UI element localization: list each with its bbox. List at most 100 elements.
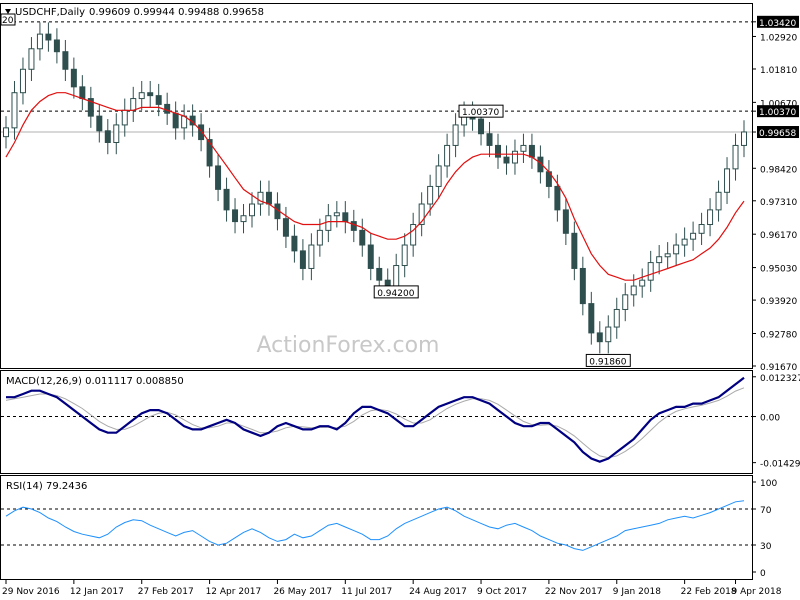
x-tick-label: 24 Aug 2017 (409, 587, 467, 597)
ohlc-label: 0.99609 0.99944 0.99488 0.99658 (89, 7, 264, 18)
candle-body (681, 238, 688, 246)
candle-body (164, 103, 171, 114)
moving-average-line (5, 92, 745, 281)
candle-body (53, 39, 60, 53)
macd-panel: 0.012327 0.00 -0.014298 (1, 374, 800, 470)
candle-body (486, 133, 493, 146)
candle-body (206, 139, 213, 167)
candle-body (232, 209, 239, 223)
candle-body (104, 130, 111, 144)
x-tick-label: 22 Feb 2018 (681, 587, 737, 597)
candle-body (613, 308, 620, 328)
candle-body (333, 212, 340, 217)
candle-body (62, 51, 69, 70)
level-tag (757, 15, 799, 28)
candle-body (79, 86, 86, 100)
candle-body (325, 215, 332, 231)
candle-body (732, 144, 739, 170)
candle-body (656, 256, 663, 264)
candle-body (427, 185, 434, 205)
macd-tick-label: 0.012327 (760, 374, 800, 384)
candle-body (579, 267, 586, 305)
candle-body (96, 115, 103, 132)
rsi-title: RSI(14) 79.2436 (6, 481, 87, 492)
candle-body (87, 98, 94, 117)
candle-body (478, 118, 485, 135)
candle-body (698, 224, 705, 234)
rsi-tick-label: 100 (760, 479, 777, 489)
candle-body (630, 285, 637, 296)
candle-body (45, 33, 52, 41)
macd-title: MACD(12,26,9) 0.011117 0.008850 (6, 376, 184, 387)
candle-body (3, 127, 9, 138)
candle-body (673, 244, 680, 255)
x-tick-label: 12 Apr 2017 (206, 587, 262, 597)
candle-body (418, 203, 425, 226)
price-panel: 1.034201.029201.018101.006701.003700.996… (1, 15, 799, 373)
candle-body (401, 244, 408, 267)
candle-body (215, 165, 222, 190)
candle-body (571, 232, 578, 269)
candle-body (240, 215, 247, 223)
price-panel-frame (0, 3, 753, 369)
price-tick-label: 0.96170 (760, 231, 797, 241)
candle-body (70, 68, 77, 88)
candle-body (622, 294, 629, 310)
candle-body (707, 209, 714, 226)
x-tick-label: 26 May 2017 (273, 587, 332, 597)
candle-body (664, 253, 671, 258)
macd-line (6, 376, 745, 463)
candle-body (376, 267, 383, 281)
macd-panel-frame (0, 370, 753, 474)
rsi-panel-frame (0, 475, 753, 580)
candle-body (316, 229, 323, 246)
candle-body (257, 191, 264, 205)
x-tick-label: 29 Nov 2016 (2, 587, 60, 597)
candle-body (596, 332, 603, 343)
candle-body (155, 95, 162, 105)
macd-signal-line (5, 387, 745, 459)
annotation-box (458, 104, 504, 118)
candle-body (223, 188, 230, 211)
x-tick-label: 9 Apr 2018 (732, 587, 782, 597)
rsi-tick-label: 70 (760, 506, 772, 516)
candle-body (639, 279, 646, 287)
price-tick-label: 1.01810 (760, 66, 797, 76)
price-tick-label: 0.91670 (760, 363, 797, 373)
current-price-tag (757, 126, 799, 139)
price-tick-label: 0.93920 (760, 297, 797, 307)
macd-tick-label: -0.014298 (760, 460, 800, 470)
candle-body (291, 235, 298, 252)
candle-body (147, 92, 154, 97)
candle-body (282, 218, 289, 237)
candle-body (528, 144, 535, 158)
candle-body (605, 326, 612, 343)
candle-body (503, 156, 510, 164)
candle-body (520, 144, 527, 152)
annotation-label: 0.91860 (589, 357, 626, 367)
macd-tick-label: 0.00 (760, 414, 780, 424)
rsi-line (5, 500, 745, 551)
level-tag (757, 105, 799, 118)
left-price-tag (0, 13, 16, 26)
annotation-label: 1.00370 (462, 108, 499, 118)
rsi-tick-label: 0 (760, 569, 766, 579)
price-tick-label: 0.92780 (760, 330, 797, 340)
candle-body (113, 124, 120, 144)
candle-body (265, 191, 272, 205)
candle-body (130, 98, 137, 111)
price-tick-label: 0.97310 (760, 198, 797, 208)
candle-body (410, 224, 417, 246)
x-tick-label: 9 Oct 2017 (477, 587, 527, 597)
level-tag-label: 1.00370 (759, 108, 796, 118)
watermark: ActionForex.com (257, 333, 440, 358)
candle-body (495, 144, 501, 158)
annotation-box (585, 353, 631, 367)
candle-body (342, 212, 349, 223)
candle-body (19, 68, 26, 94)
candle-body (724, 168, 731, 193)
collapse-triangle-icon[interactable] (5, 9, 11, 14)
candle-body (350, 221, 357, 231)
